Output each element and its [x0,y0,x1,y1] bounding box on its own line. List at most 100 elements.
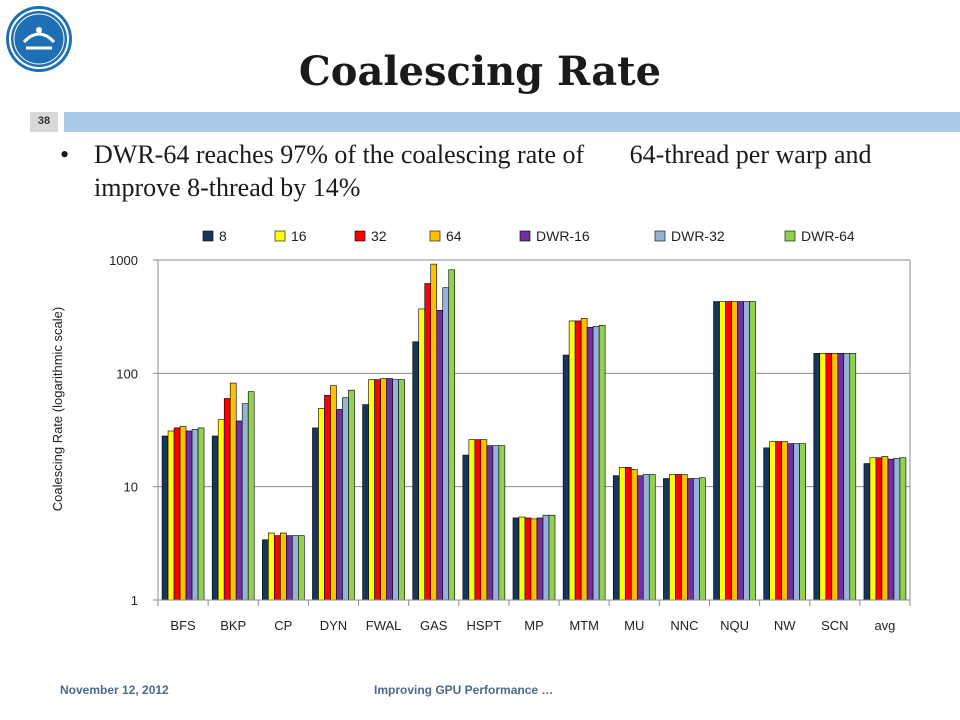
bar [280,532,287,601]
bar [392,379,399,601]
bar-chart: 8 16 32 64 DWR-16 DWR-32 DWR-64 1 10 100 1000 BFS B… [50,228,911,633]
bar [630,469,638,601]
bar [875,457,883,601]
x-tick-label: MTM [569,618,599,633]
bar [512,517,520,601]
footer-date: November 12, 2012 [60,683,169,697]
bar [592,326,600,601]
bar [787,443,794,601]
bar [775,441,782,601]
bar [819,353,827,601]
bar [368,379,375,601]
bar [536,517,544,601]
bar [318,408,325,601]
bar [562,354,570,601]
bar [298,535,305,601]
bar [167,430,175,601]
bar [386,378,393,601]
bar [436,309,444,601]
bar [380,378,387,601]
bar [825,353,833,601]
bar [173,427,181,601]
bar [223,398,231,601]
bar [574,320,582,601]
bar [211,435,219,601]
bar [241,403,249,601]
bar [362,404,369,601]
bar [813,353,821,601]
bar [675,474,682,601]
x-tick-label: NQU [720,618,749,633]
y-tick-label: 10 [124,480,138,495]
legend-label: 64 [446,228,462,244]
y-axis-label: Coalescing Rate (logarithmic scale) [50,307,65,511]
bar [737,301,744,601]
bar [731,301,738,601]
bar [642,474,650,601]
title-rule [64,112,960,132]
bar [530,518,538,601]
legend-label: 16 [291,228,307,244]
bar [687,478,694,601]
bar [486,445,494,601]
chart-bars [161,263,907,601]
bar [648,474,656,601]
bar [468,439,476,601]
bar [179,426,187,601]
bar [374,379,381,601]
bar [412,341,420,601]
bar [418,308,426,601]
bar [197,427,205,601]
bar [442,287,450,601]
bar [769,441,776,601]
bar [229,382,237,601]
legend-swatch [654,230,666,242]
bar [719,301,726,601]
bar [863,463,871,601]
university-seal-icon [4,4,74,74]
x-tick-label: BFS [170,618,196,633]
bar [693,478,700,601]
y-tick-label: 1 [131,593,138,608]
bar [292,535,299,601]
legend-swatch [429,230,441,242]
slide-number: 38 [37,115,51,127]
bar [268,532,275,601]
bar [330,385,337,601]
chart-legend: 8 16 32 64 DWR-16 DWR-32 DWR-64 [202,228,855,244]
slide-title: Coalescing Rate [298,48,662,95]
bar [286,535,293,601]
x-tick-label: NNC [670,618,698,633]
legend-label: 8 [219,228,227,244]
x-tick-label: DYN [320,618,347,633]
bar [869,457,877,601]
y-tick-label: 1000 [109,253,138,268]
bar [474,439,482,601]
bar [336,409,343,601]
bar [217,419,225,601]
bar [548,514,556,601]
bar [843,353,851,601]
bar [518,516,526,601]
bar [681,474,688,601]
bar [669,474,676,601]
bar [262,539,269,601]
bar [893,457,901,601]
bar [191,429,199,601]
bar [185,430,193,601]
bullet-text: DWR-64 reaches 97% of the coalescing rat… [94,140,879,202]
x-tick-label: GAS [420,618,448,633]
footer-title: Improving GPU Performance … [374,683,554,697]
bullet-dot-icon: • [60,140,70,169]
bar [636,475,644,601]
bar [624,467,632,601]
legend-label: DWR-16 [536,228,590,244]
bar [799,443,806,601]
bar [781,441,788,601]
bar [598,325,606,601]
bar [899,457,907,601]
legend-label: DWR-32 [671,228,725,244]
y-tick-label: 100 [116,366,138,381]
x-tick-label: NW [774,618,796,633]
legend-swatch [784,230,796,242]
